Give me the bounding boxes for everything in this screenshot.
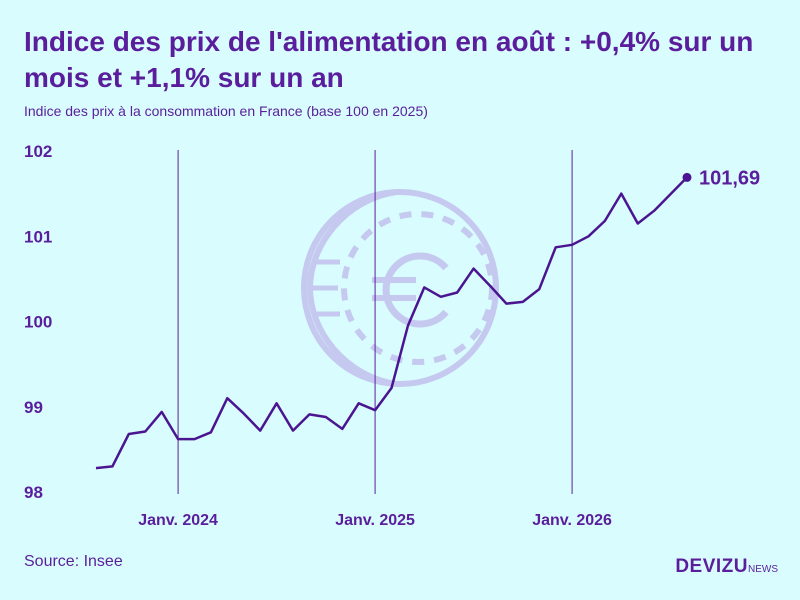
x-tick-label: Janv. 2026	[532, 512, 612, 529]
x-tick-label: Janv. 2024	[138, 512, 218, 529]
y-tick-label: 101	[24, 227, 52, 246]
chart-subtitle: Indice des prix à la consommation en Fra…	[24, 103, 428, 119]
brand-name: DEVIZU	[675, 556, 748, 577]
brand-logo: DEVIZUNEWS	[675, 556, 778, 578]
x-tick-label: Janv. 2025	[335, 512, 415, 529]
y-tick-label: 102	[24, 142, 52, 161]
y-tick-label: 99	[24, 398, 43, 417]
brand-suffix: NEWS	[748, 564, 778, 575]
source-note: Source: Insee	[24, 553, 123, 570]
chart-title: Indice des prix de l'alimentation en aoû…	[24, 26, 754, 93]
series-line	[95, 176, 688, 470]
end-value-label: 101,69	[699, 167, 760, 189]
end-point-marker	[682, 172, 692, 182]
y-tick-label: 98	[24, 483, 43, 502]
y-tick-label: 100	[24, 313, 52, 332]
